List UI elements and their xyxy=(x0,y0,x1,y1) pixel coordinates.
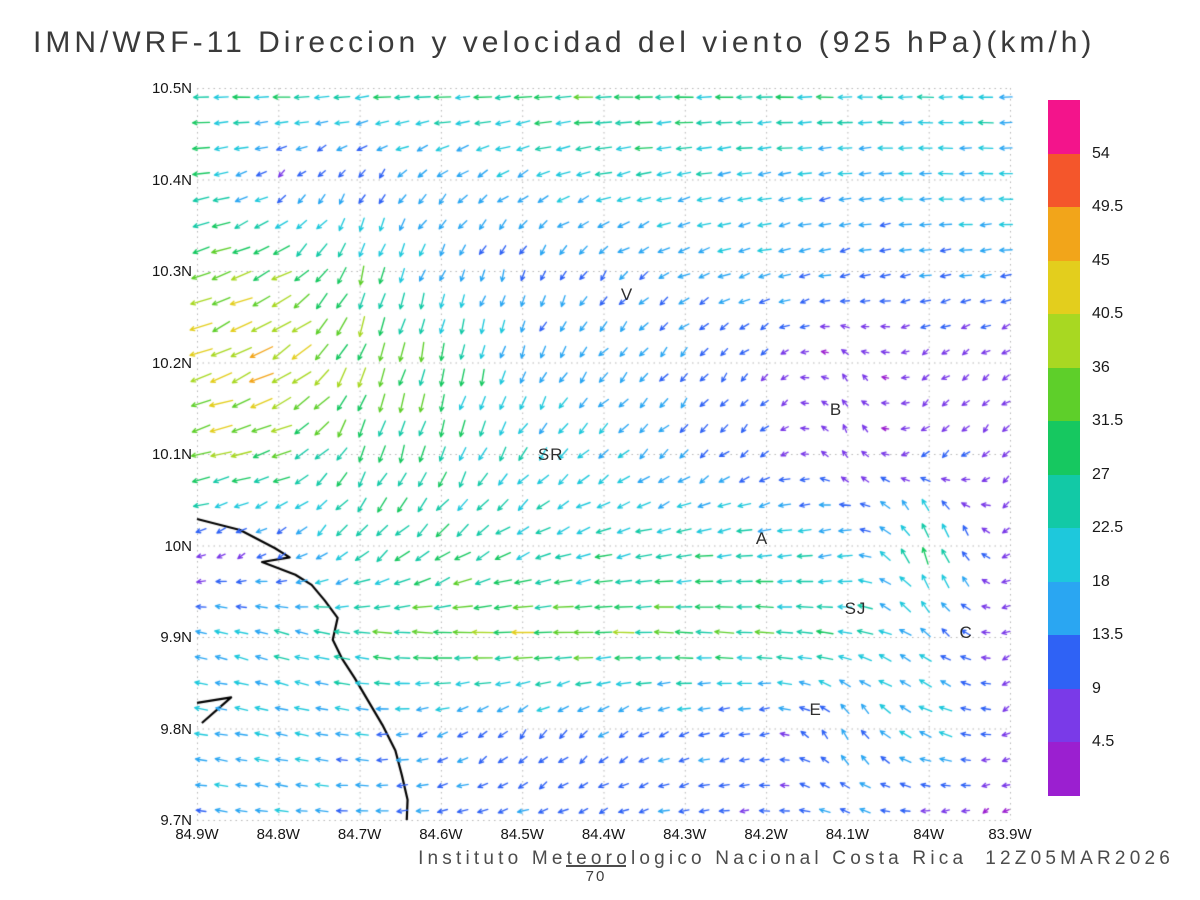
colorbar-segment xyxy=(1048,635,1080,690)
city-label-a: A xyxy=(755,529,769,548)
colorbar-segment xyxy=(1048,528,1080,583)
colorbar-tick-label: 36 xyxy=(1092,358,1110,376)
x-axis-tick-label: 84.8W xyxy=(256,826,300,843)
colorbar-tick-label: 45 xyxy=(1092,251,1110,269)
x-axis-tick-label: 84W xyxy=(913,826,945,843)
x-axis-tick-label: 84.9W xyxy=(175,826,219,843)
y-axis-tick-label: 10.5N xyxy=(151,80,192,97)
city-label-sr: SR xyxy=(537,444,564,464)
colorbar-tick-label: 22.5 xyxy=(1092,519,1124,537)
y-axis-tick-label: 9.8N xyxy=(160,720,192,738)
x-axis-tick-label: 84.4W xyxy=(581,826,626,843)
colorbar-segment xyxy=(1048,314,1080,369)
x-axis-tick-label: 84.7W xyxy=(337,826,382,843)
x-axis-tick-label: 84.6W xyxy=(419,826,463,843)
colorbar-tick-label: 9 xyxy=(1092,679,1101,697)
y-axis-tick-label: 10N xyxy=(164,537,192,555)
chart-footer: Instituto Meteorologico Nacional Costa R… xyxy=(418,848,1174,870)
colorbar-segment xyxy=(1048,474,1080,529)
city-label-e: E xyxy=(809,700,822,720)
x-axis-tick-label: 84.1W xyxy=(825,826,870,843)
colorbar-segment xyxy=(1048,100,1080,155)
run-timestamp: 12Z05MAR2026 xyxy=(985,848,1174,869)
colorbar-tick-label: 54 xyxy=(1092,144,1110,162)
colorbar-segment xyxy=(1048,367,1080,422)
forecast-hour-label: 70 xyxy=(566,865,626,885)
y-axis-tick-label: 9.7N xyxy=(160,812,192,829)
colorbar-tick-label: 31.5 xyxy=(1092,412,1124,430)
colorbar-tick-label: 49.5 xyxy=(1092,198,1124,216)
chart-title: IMN/WRF-11 Direccion y velocidad del vie… xyxy=(33,26,1096,59)
colorbar-tick-label: 13.5 xyxy=(1092,626,1124,644)
colorbar-segment xyxy=(1048,581,1080,636)
city-label-c: C xyxy=(959,623,973,643)
colorbar-tick-label: 27 xyxy=(1092,465,1110,483)
colorbar-segment xyxy=(1048,742,1080,797)
city-label-sj: SJ xyxy=(844,599,867,619)
y-axis-tick-label: 9.9N xyxy=(160,629,192,646)
colorbar-segment xyxy=(1048,153,1080,208)
city-label-b: B xyxy=(829,399,843,419)
colorbar-segment xyxy=(1048,207,1080,262)
x-axis-tick-label: 83.9W xyxy=(988,826,1032,843)
colorbar-tick-label: 4.5 xyxy=(1092,733,1115,751)
colorbar-tick-label: 40.5 xyxy=(1092,305,1124,323)
y-axis-tick-label: 10.3N xyxy=(151,263,192,280)
colorbar-segment xyxy=(1048,688,1080,743)
colorbar-segment xyxy=(1048,421,1080,476)
x-axis-tick-label: 84.5W xyxy=(500,826,544,843)
colorbar-tick-label: 18 xyxy=(1092,572,1110,590)
x-axis-tick-label: 84.3W xyxy=(663,826,707,843)
city-label-v: V xyxy=(620,284,634,304)
attribution-text: Instituto Meteorologico Nacional Costa R… xyxy=(418,848,968,869)
y-axis-tick-label: 10.4N xyxy=(151,171,192,189)
y-axis-tick-label: 10.2N xyxy=(151,354,192,372)
colorbar-segment xyxy=(1048,260,1080,315)
y-axis-tick-label: 10.1N xyxy=(151,446,192,463)
x-axis-tick-label: 84.2W xyxy=(744,826,788,843)
